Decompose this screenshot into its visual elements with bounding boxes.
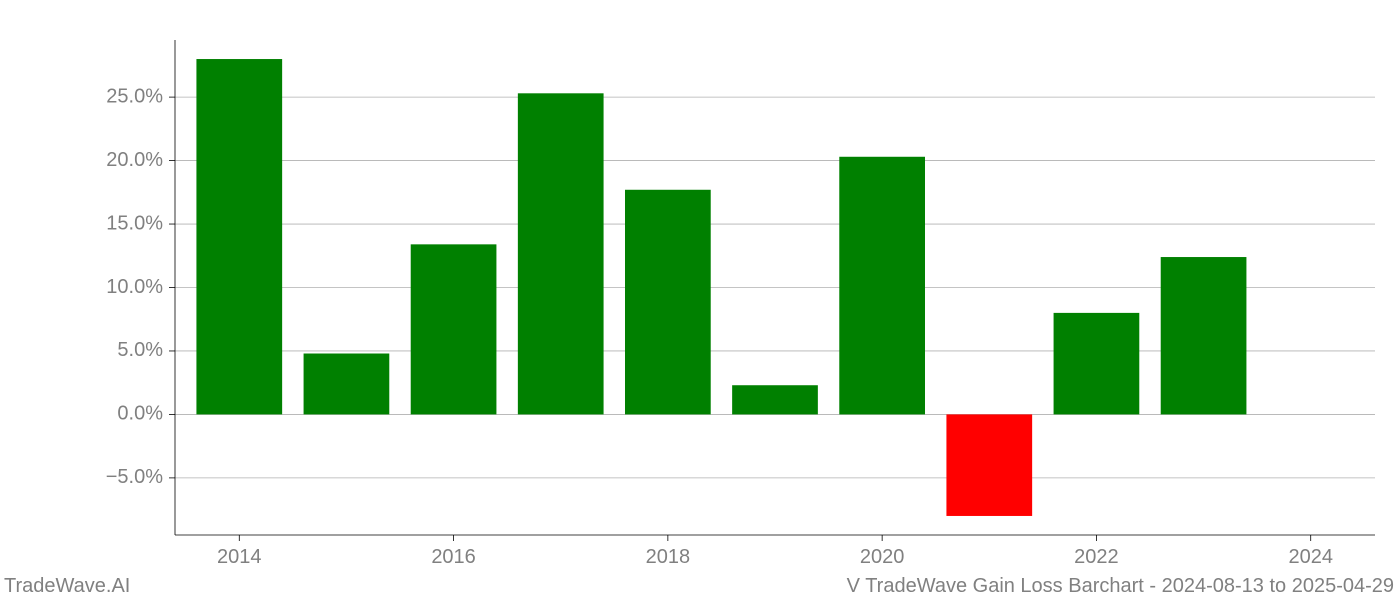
y-tick-label: 15.0%: [106, 212, 163, 234]
footer-left: TradeWave.AI: [4, 575, 130, 597]
bar: [839, 157, 925, 415]
x-tick-label: 2014: [217, 546, 262, 568]
bar: [732, 385, 818, 414]
y-tick-label: −5.0%: [106, 466, 163, 488]
barchart-svg: −5.0% 0.0% 5.0% 10.0% 15.0% 20.0% 25.0% 2014 201…: [0, 0, 1400, 600]
y-tick-label: 25.0%: [106, 85, 163, 107]
x-tick-label: 2016: [431, 546, 476, 568]
bar: [1054, 313, 1140, 415]
bar: [1161, 257, 1247, 414]
y-tick-label: 0.0%: [117, 403, 163, 425]
x-tick-label: 2020: [860, 546, 905, 568]
bar: [196, 59, 282, 414]
x-tick-label: 2022: [1074, 546, 1119, 568]
bar: [625, 190, 711, 415]
y-tick-label: 10.0%: [106, 276, 163, 298]
y-tick-label: 5.0%: [117, 339, 163, 361]
bar: [411, 244, 497, 414]
x-tick-label: 2018: [646, 546, 691, 568]
x-tick-label: 2024: [1288, 546, 1333, 568]
y-tick-label: 20.0%: [106, 149, 163, 171]
bar: [946, 414, 1032, 516]
bar: [304, 354, 390, 415]
bar: [518, 93, 604, 414]
footer-right: V TradeWave Gain Loss Barchart - 2024-08…: [847, 575, 1394, 597]
chart-container: −5.0% 0.0% 5.0% 10.0% 15.0% 20.0% 25.0% 2014 201…: [0, 0, 1400, 600]
